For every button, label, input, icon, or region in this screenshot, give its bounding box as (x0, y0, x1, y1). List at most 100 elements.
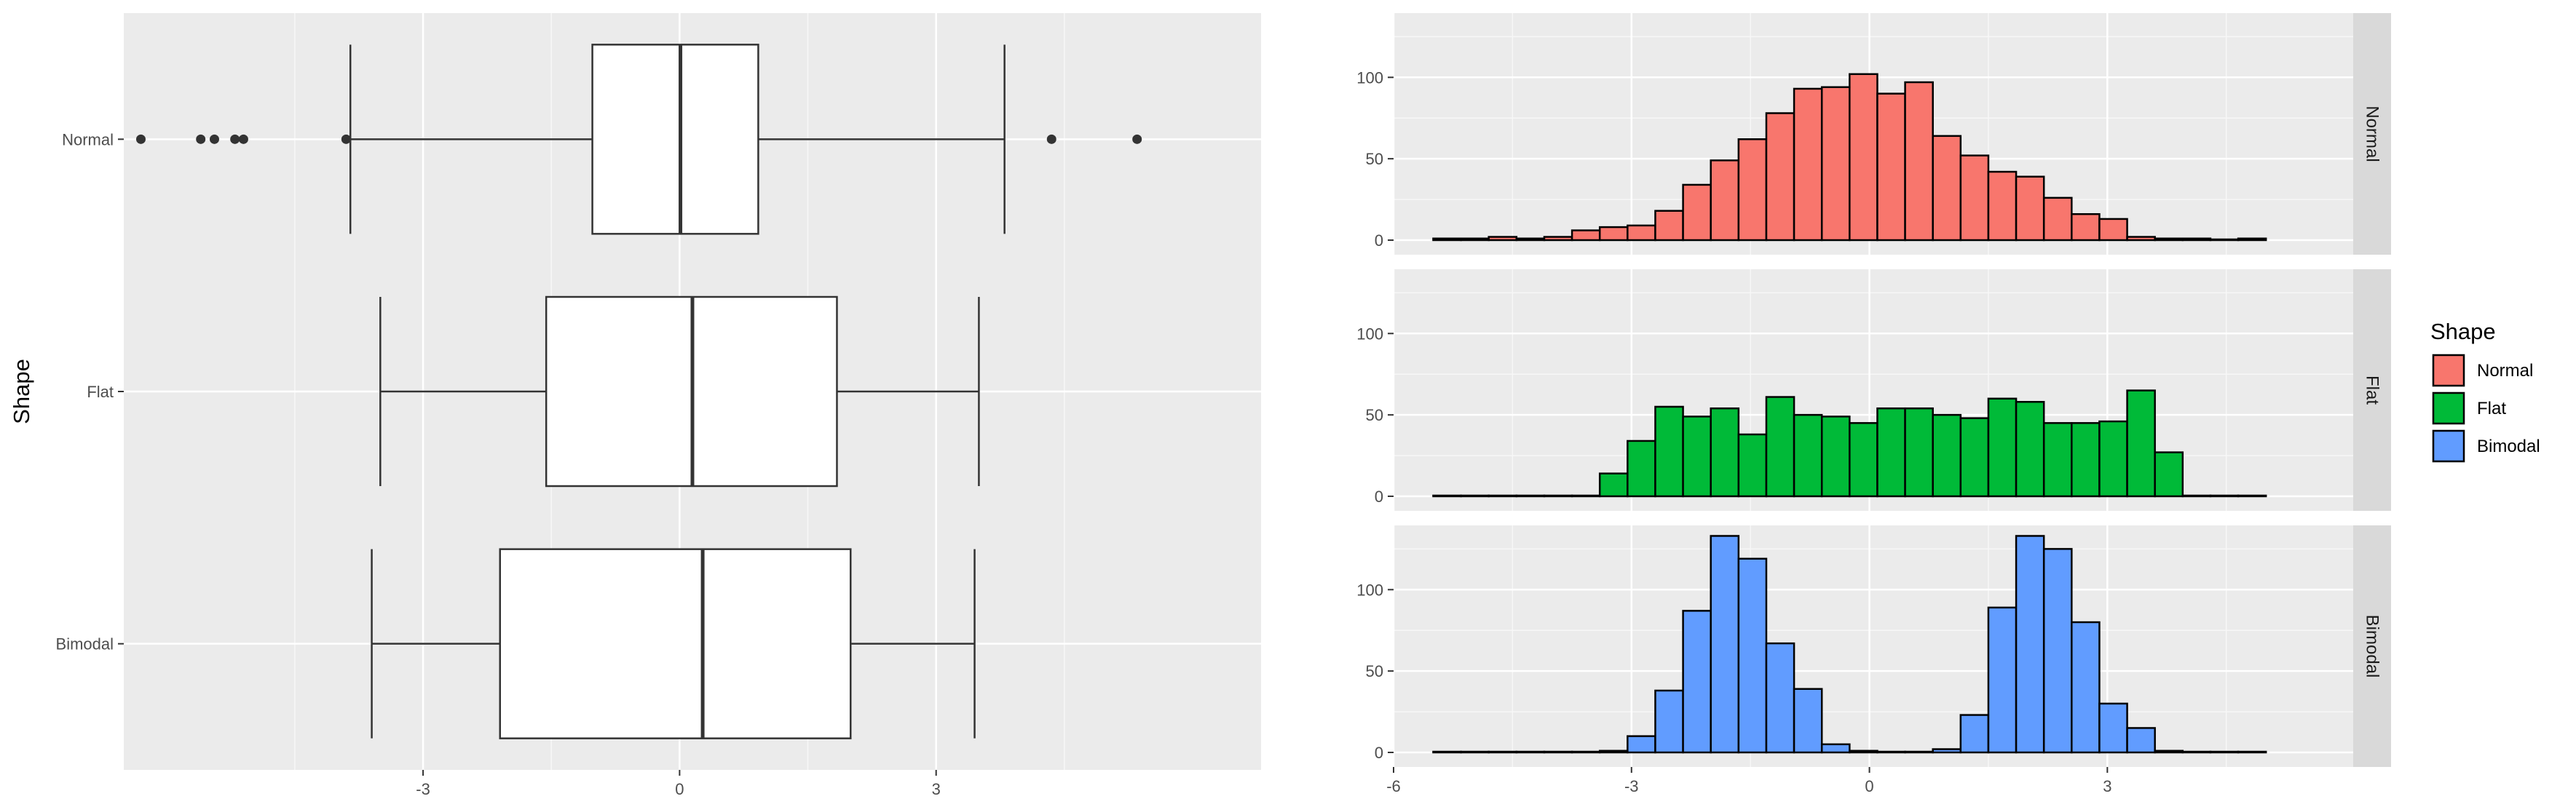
outlier-point (1132, 134, 1142, 144)
histogram-bar (1932, 413, 1962, 498)
histogram-bar (1654, 689, 1684, 754)
outlier-point (230, 134, 240, 144)
histogram-bar (2098, 420, 2128, 498)
x-tick-label: 3 (932, 780, 941, 798)
histogram-bar (1765, 112, 1795, 242)
x-tick-label: 0 (675, 780, 684, 798)
histogram-bar (1598, 226, 1629, 242)
x-tick-label: 3 (2103, 777, 2111, 795)
histogram-bar (1543, 236, 1573, 242)
x-tick-label: -6 (1386, 777, 1401, 795)
histogram-bar (1682, 610, 1712, 754)
histogram-bar (2098, 218, 2128, 242)
y-tick-label: 50 (1366, 150, 1383, 168)
legend-swatch-bimodal (2432, 429, 2465, 463)
histogram-bar (1432, 237, 1462, 242)
histogram-bar (1904, 81, 1934, 242)
histogram-bar (1876, 92, 1906, 242)
histogram-bar (1710, 535, 1740, 754)
histogram-bar (1460, 237, 1490, 242)
outlier-point (196, 134, 206, 144)
histogram-bar (1737, 138, 1768, 242)
histogram-bar (2237, 237, 2267, 242)
histogram-bar (1932, 135, 1962, 242)
boxplot-tick-labels: Normal Flat Bimodal -3 0 3 (56, 130, 941, 798)
histogram-bar (1959, 417, 1990, 498)
histogram-bar (1793, 413, 1823, 498)
histogram-bar (1682, 183, 1712, 242)
histogram-bar (1820, 416, 1851, 498)
histogram-bar (1765, 642, 1795, 754)
outlier-point (135, 134, 146, 144)
histogram-bar (1932, 748, 1962, 754)
histogram-bar (1765, 396, 1795, 498)
histogram-bar (1793, 87, 1823, 242)
y-tick-label: 0 (1375, 231, 1383, 250)
box-bimodal (371, 548, 976, 739)
histogram-bar (2042, 196, 2073, 242)
outlier-point (1046, 134, 1056, 144)
histogram-facets: 0 50 100 Normal 0 50 100 Flat 0 50 100 Bimodal (1356, 13, 2391, 767)
y-tick-label: Flat (87, 383, 114, 401)
legend-swatch-flat (2432, 391, 2465, 425)
histogram-bar (1627, 440, 1656, 498)
outlier-point (209, 134, 219, 144)
histogram-x-tick-labels: -6 -3 0 3 (1386, 767, 2111, 795)
histogram-bar (1959, 714, 1990, 754)
boxplot-marks (135, 44, 1142, 739)
boxplot-panel: Normal Flat Bimodal -3 0 3 Shape (9, 13, 1261, 798)
histogram-bar (2126, 236, 2156, 242)
legend-title: Shape (2430, 319, 2496, 344)
facet-strip (2353, 525, 2391, 767)
legend-label: Bimodal (2477, 437, 2540, 456)
histogram-bar (1682, 416, 1712, 498)
facet-strip-label: Normal (2363, 106, 2382, 162)
y-tick-label: 100 (1356, 325, 1383, 343)
histogram-bar (1710, 407, 1740, 498)
histogram-bar (1627, 735, 1656, 754)
y-tick-label: 0 (1375, 488, 1383, 506)
y-tick-label: Bimodal (56, 635, 114, 653)
histogram-bar (2181, 237, 2212, 242)
histogram-bar (2071, 212, 2101, 242)
facet-strip-label: Flat (2363, 375, 2382, 405)
histogram-bar (1849, 422, 1878, 498)
histogram-bar (1793, 688, 1823, 754)
histogram-bar (1849, 73, 1878, 242)
x-tick-label: -3 (1624, 777, 1639, 795)
histogram-bar (2071, 422, 2101, 498)
histogram-bar (2126, 727, 2156, 754)
histogram-bar (1876, 407, 1906, 498)
histogram-bar (2071, 621, 2101, 754)
histogram-bar (1654, 405, 1684, 498)
facet-strip (2353, 13, 2391, 255)
facet-bimodal: 0 50 100 Bimodal (1356, 525, 2391, 767)
histogram-bar (2126, 389, 2156, 498)
y-tick-label: 50 (1366, 662, 1383, 680)
facet-normal: 0 50 100 Normal (1356, 13, 2391, 255)
box-flat (379, 295, 980, 488)
histogram-bar (2015, 175, 2045, 242)
facet-panel-background (1394, 525, 2353, 767)
histogram-bar (2154, 750, 2184, 754)
histogram-bar (2042, 422, 2073, 498)
histogram-bar (2015, 401, 2045, 498)
legend-swatch-normal (2432, 354, 2465, 387)
histogram-bar (1598, 750, 1629, 754)
outlier-point (341, 134, 351, 144)
y-tick-label: 100 (1356, 68, 1383, 87)
y-axis-title: Shape (9, 359, 34, 424)
histogram-bar (1598, 472, 1629, 498)
histogram-bar (1571, 229, 1601, 242)
box-iqr (591, 44, 759, 235)
x-tick-label: 0 (1865, 777, 1873, 795)
histogram-bar (1737, 433, 1768, 498)
y-tick-label: Normal (62, 130, 114, 148)
histogram-bar (1959, 154, 1990, 242)
histogram-bar (1987, 170, 2018, 242)
histogram-bar (1987, 397, 2018, 498)
histogram-bar (1849, 750, 1878, 754)
histogram-bar (2209, 238, 2240, 242)
facet-strip-label: Bimodal (2363, 615, 2382, 678)
